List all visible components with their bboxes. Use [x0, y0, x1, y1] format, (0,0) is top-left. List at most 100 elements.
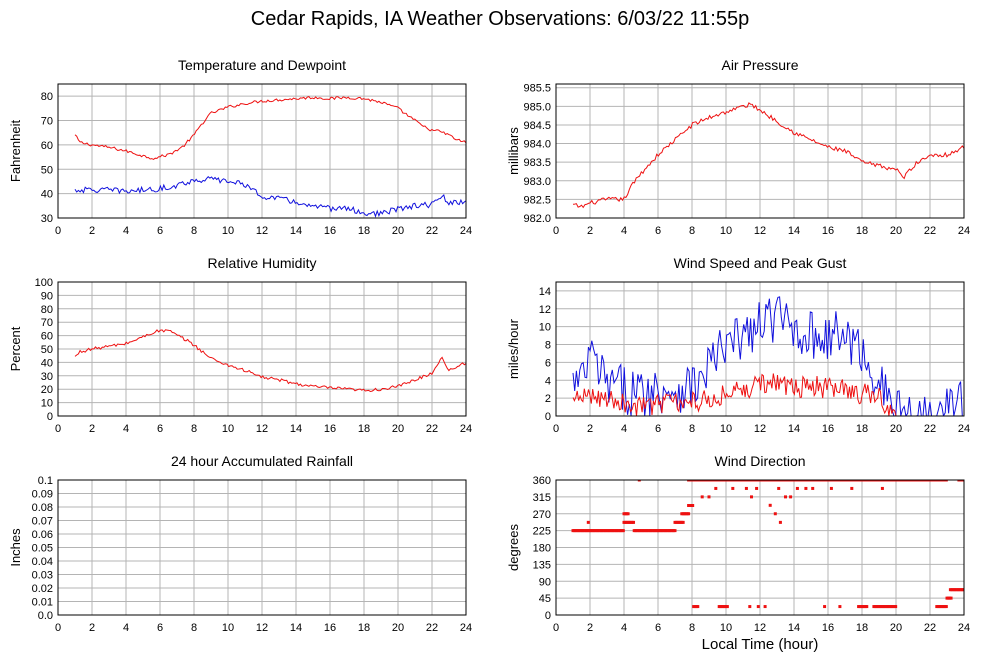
- y-tick-label: 0.05: [32, 543, 53, 555]
- direction-point: [673, 529, 677, 533]
- y-axis-label: Percent: [8, 326, 23, 371]
- x-tick-label: 4: [621, 225, 627, 237]
- direction-point: [621, 529, 625, 533]
- direction-point: [681, 520, 685, 524]
- y-tick-label: 2: [545, 393, 551, 405]
- x-tick-label: 16: [324, 423, 336, 435]
- x-tick-label: 8: [689, 622, 695, 634]
- x-tick-label: 2: [89, 225, 95, 237]
- x-tick-label: 4: [621, 622, 627, 634]
- x-tick-label: 24: [460, 225, 472, 237]
- y-tick-label: 0.06: [32, 529, 53, 541]
- direction-point: [637, 480, 641, 482]
- direction-point: [755, 486, 759, 490]
- direction-point: [756, 605, 760, 609]
- plot-area: [74, 96, 466, 218]
- y-tick-label: 0.01: [32, 597, 53, 609]
- y-tick-label: 270: [533, 509, 551, 521]
- x-tick-label: 2: [89, 622, 95, 634]
- series-line-red: [74, 329, 466, 393]
- direction-point: [714, 486, 718, 490]
- direction-point: [748, 605, 752, 609]
- x-tick-label: 18: [358, 622, 370, 634]
- chart-title: Wind Speed and Peak Gust: [674, 255, 847, 271]
- x-tick-label: 10: [222, 622, 234, 634]
- y-tick-label: 12: [539, 304, 551, 316]
- x-tick-label: 10: [720, 622, 732, 634]
- direction-point: [744, 486, 748, 490]
- x-axis-title: Local Time (hour): [701, 636, 819, 653]
- direction-point: [707, 495, 711, 499]
- x-tick-label: 22: [426, 225, 438, 237]
- direction-point: [944, 605, 948, 609]
- y-tick-label: 135: [533, 559, 551, 571]
- x-tick-label: 14: [290, 225, 302, 237]
- x-tick-label: 10: [720, 423, 732, 435]
- x-tick-label: 0: [553, 225, 559, 237]
- y-tick-label: 6: [545, 357, 551, 369]
- x-tick-label: 16: [822, 423, 834, 435]
- y-tick-label: 180: [533, 543, 551, 555]
- direction-point: [962, 588, 964, 592]
- y-tick-label: 983.5: [523, 157, 551, 169]
- direction-point: [784, 495, 787, 499]
- direction-point: [773, 512, 777, 516]
- x-tick-label: 8: [689, 423, 695, 435]
- y-tick-label: 0.0: [38, 610, 53, 622]
- x-tick-label: 2: [587, 622, 593, 634]
- direction-point: [768, 503, 772, 507]
- x-tick-label: 0: [55, 225, 61, 237]
- x-tick-label: 24: [460, 423, 472, 435]
- direction-point: [632, 520, 636, 524]
- x-tick-label: 14: [290, 423, 302, 435]
- x-tick-label: 12: [754, 622, 766, 634]
- y-tick-label: 45: [539, 593, 551, 605]
- series-line-red: [572, 373, 897, 416]
- x-tick-label: 6: [157, 225, 163, 237]
- direction-point: [725, 605, 729, 609]
- x-tick-label: 12: [754, 423, 766, 435]
- x-tick-label: 14: [788, 423, 800, 435]
- series-line-red: [74, 96, 466, 160]
- direction-point: [894, 605, 898, 609]
- x-tick-label: 20: [392, 423, 404, 435]
- direction-point: [880, 486, 884, 490]
- x-tick-label: 10: [222, 225, 234, 237]
- y-tick-label: 10: [41, 398, 53, 410]
- direction-point: [687, 512, 691, 516]
- direction-point: [961, 480, 964, 482]
- x-tick-label: 14: [788, 225, 800, 237]
- x-tick-label: 14: [788, 622, 800, 634]
- y-tick-label: 0: [545, 411, 551, 423]
- direction-point: [626, 512, 630, 516]
- direction-point: [777, 486, 781, 490]
- x-tick-label: 20: [392, 225, 404, 237]
- plot-area: [74, 329, 466, 393]
- x-tick-label: 20: [890, 622, 902, 634]
- y-tick-label: 80: [41, 91, 53, 103]
- plot-area: [571, 480, 964, 609]
- x-tick-label: 18: [358, 423, 370, 435]
- y-tick-label: 982.5: [523, 194, 551, 206]
- y-tick-label: 70: [41, 116, 53, 128]
- x-tick-label: 2: [587, 225, 593, 237]
- y-tick-label: 60: [41, 331, 53, 343]
- x-tick-label: 4: [621, 423, 627, 435]
- chart-title: 24 hour Accumulated Rainfall: [171, 453, 353, 469]
- x-tick-label: 6: [655, 423, 661, 435]
- x-tick-label: 6: [655, 225, 661, 237]
- x-tick-label: 8: [689, 225, 695, 237]
- y-tick-label: 0: [47, 411, 53, 423]
- direction-point: [795, 486, 799, 490]
- y-tick-label: 40: [41, 357, 53, 369]
- y-axis-label: Inches: [8, 528, 23, 567]
- x-tick-label: 20: [890, 423, 902, 435]
- x-tick-label: 22: [426, 622, 438, 634]
- y-tick-label: 983.0: [523, 176, 551, 188]
- x-tick-label: 6: [157, 423, 163, 435]
- x-tick-label: 2: [89, 423, 95, 435]
- x-tick-label: 22: [924, 622, 936, 634]
- x-tick-label: 10: [222, 423, 234, 435]
